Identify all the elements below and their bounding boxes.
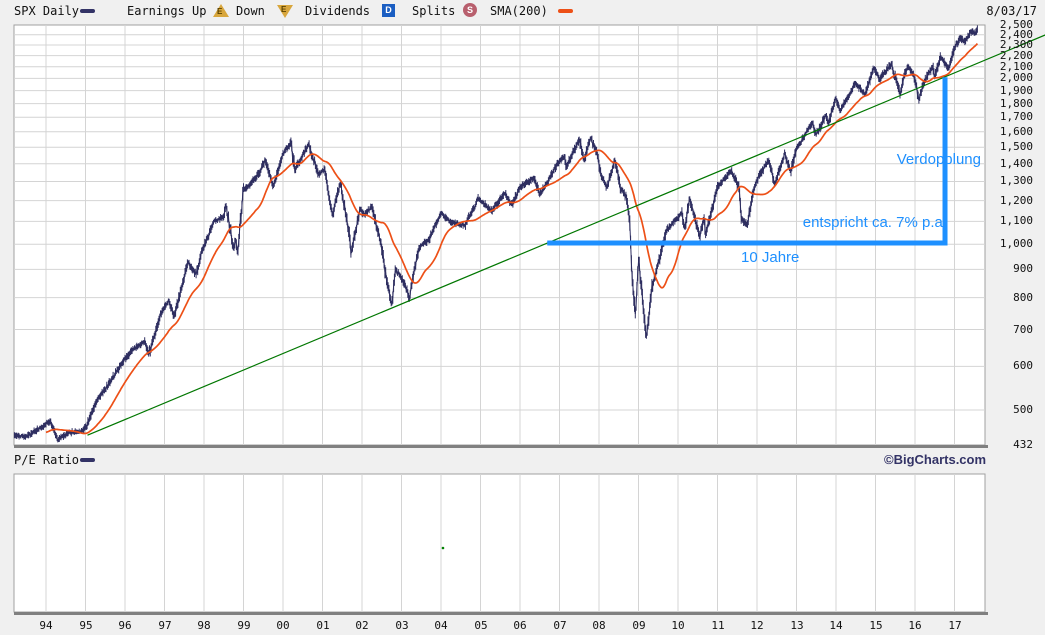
earnings-down-letter: E xyxy=(281,5,287,14)
chart-toolbar: SPX Daily Earnings Up E Down E Dividends… xyxy=(0,0,1045,22)
earnings-down-icon: E xyxy=(277,5,293,18)
earnings-down-label: Down xyxy=(236,4,265,18)
splits-icon: S xyxy=(463,3,477,17)
earnings-up-letter: E xyxy=(217,7,223,16)
earnings-up-label: Earnings Up xyxy=(127,4,207,18)
sma-label: SMA(200) xyxy=(490,4,548,18)
as-of-date: 8/03/17 xyxy=(986,4,1037,18)
annotation-bracket xyxy=(547,77,948,246)
main-price-panel xyxy=(13,24,986,446)
pe-panel-dot xyxy=(441,546,445,550)
splits-label: Splits xyxy=(412,4,456,18)
dividends-label: Dividends xyxy=(305,4,371,18)
price-series-swatch-icon xyxy=(80,9,95,13)
symbol-frequency-label: SPX Daily xyxy=(14,4,80,18)
pe-ratio-panel xyxy=(13,473,986,613)
earnings-up-icon: E xyxy=(213,4,229,17)
dividends-icon: D xyxy=(382,4,395,17)
trendline xyxy=(87,34,1045,436)
sma-swatch-icon xyxy=(558,9,573,13)
sma-200-line xyxy=(45,43,979,435)
gridlines xyxy=(14,25,985,612)
price-series-daily-bars xyxy=(13,25,978,443)
